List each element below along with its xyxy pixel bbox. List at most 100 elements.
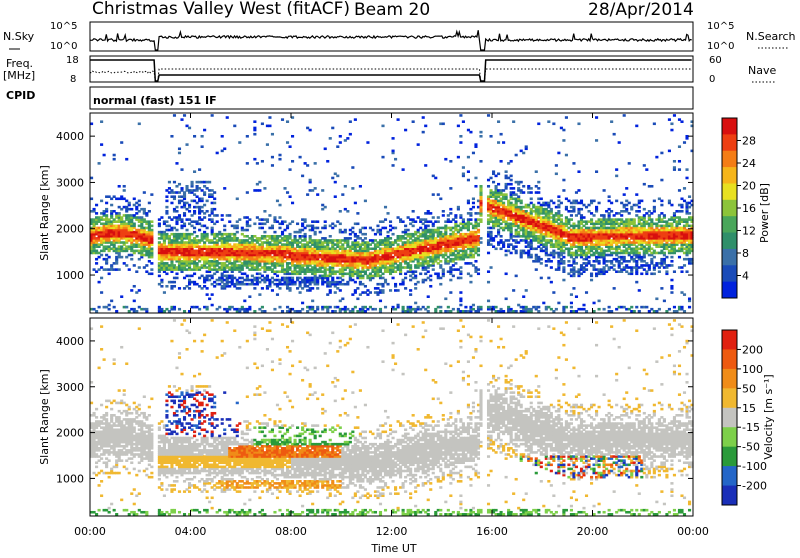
power-cell	[324, 220, 327, 223]
power-cell	[603, 214, 606, 217]
power-cell	[163, 291, 166, 294]
power-cell	[201, 145, 204, 148]
power-cell	[412, 120, 415, 123]
power-cell	[545, 264, 548, 267]
power-cell	[371, 229, 374, 232]
power-cell	[183, 212, 186, 215]
power-cell	[477, 229, 480, 232]
power-cell	[128, 268, 131, 271]
power-cell	[311, 287, 314, 290]
power-cell	[125, 264, 128, 267]
nsky-tick-top: 10^5	[50, 21, 77, 32]
power-cell	[537, 187, 540, 190]
power-cell	[271, 133, 274, 136]
power-cell	[510, 252, 513, 255]
power-cell	[286, 191, 289, 194]
power-cell	[123, 185, 126, 188]
power-cell	[314, 187, 317, 190]
power-cell	[598, 202, 601, 205]
power-cell	[180, 187, 183, 190]
power-cell	[442, 122, 445, 125]
power-cell	[339, 289, 342, 292]
power-cell	[165, 206, 168, 209]
power-cell	[364, 285, 367, 288]
power-cell	[324, 206, 327, 209]
power-cell	[319, 231, 322, 234]
power-cell	[615, 175, 618, 178]
power-cell	[273, 308, 276, 311]
power-cell	[263, 187, 266, 190]
power-cell	[414, 302, 417, 305]
power-cell	[256, 162, 259, 165]
power-cell	[427, 270, 430, 273]
power-cell	[381, 289, 384, 292]
power-cell	[459, 141, 462, 144]
power-cell	[550, 260, 553, 263]
power-cell	[213, 208, 216, 211]
power-cell	[492, 181, 495, 184]
power-cell	[520, 200, 523, 203]
power-cell	[593, 200, 596, 203]
power-cell	[449, 291, 452, 294]
power-cell	[562, 139, 565, 142]
power-cell	[349, 120, 352, 123]
power-cell	[459, 135, 462, 138]
power-cell	[520, 181, 523, 184]
freq-trace	[90, 60, 692, 81]
power-cell	[198, 229, 201, 232]
power-cell	[414, 275, 417, 278]
power-cell	[557, 152, 560, 155]
power-cell	[590, 279, 593, 282]
power-cell	[472, 206, 475, 209]
power-cell	[150, 272, 153, 275]
power-cell	[429, 275, 432, 278]
power-cell	[369, 291, 372, 294]
power-cell	[593, 214, 596, 217]
power-cell	[211, 114, 214, 117]
power-cell	[449, 160, 452, 163]
power-cell	[206, 210, 209, 213]
power-cell	[459, 297, 462, 300]
power-cell	[351, 227, 354, 230]
power-cell	[266, 218, 269, 221]
power-cell	[133, 285, 136, 288]
power-cell	[437, 216, 440, 219]
power-cell	[110, 204, 113, 207]
power-cell	[364, 233, 367, 236]
power-cell	[203, 191, 206, 194]
power-cell	[246, 191, 249, 194]
power-cell	[595, 116, 598, 119]
power-cell	[206, 200, 209, 203]
power-cell	[326, 160, 329, 163]
power-cell	[389, 237, 392, 240]
power-cell	[110, 300, 113, 303]
power-cell	[530, 254, 533, 257]
power-cell	[477, 247, 480, 250]
power-cell	[208, 297, 211, 300]
power-cell	[228, 220, 231, 223]
power-cell	[439, 310, 442, 313]
power-cell	[409, 289, 412, 292]
power-cell	[331, 277, 334, 280]
power-cell	[424, 164, 427, 167]
power-cell	[258, 181, 261, 184]
power-cell	[150, 268, 153, 271]
power-cell	[206, 287, 209, 290]
power-cell	[218, 306, 221, 309]
power-cell	[100, 200, 103, 203]
power-cell	[150, 193, 153, 196]
power-cell	[384, 227, 387, 230]
power-cell	[258, 293, 261, 296]
power-cell	[402, 220, 405, 223]
power-cell	[585, 310, 588, 313]
power-cell	[537, 122, 540, 125]
power-cell	[198, 168, 201, 171]
power-cell	[271, 225, 274, 228]
power-cell	[562, 189, 565, 192]
power-cell	[133, 264, 136, 267]
power-cell	[108, 256, 111, 259]
power-cell	[572, 206, 575, 209]
power-cell	[502, 141, 505, 144]
power-cell	[150, 262, 153, 265]
power-cell	[565, 116, 568, 119]
